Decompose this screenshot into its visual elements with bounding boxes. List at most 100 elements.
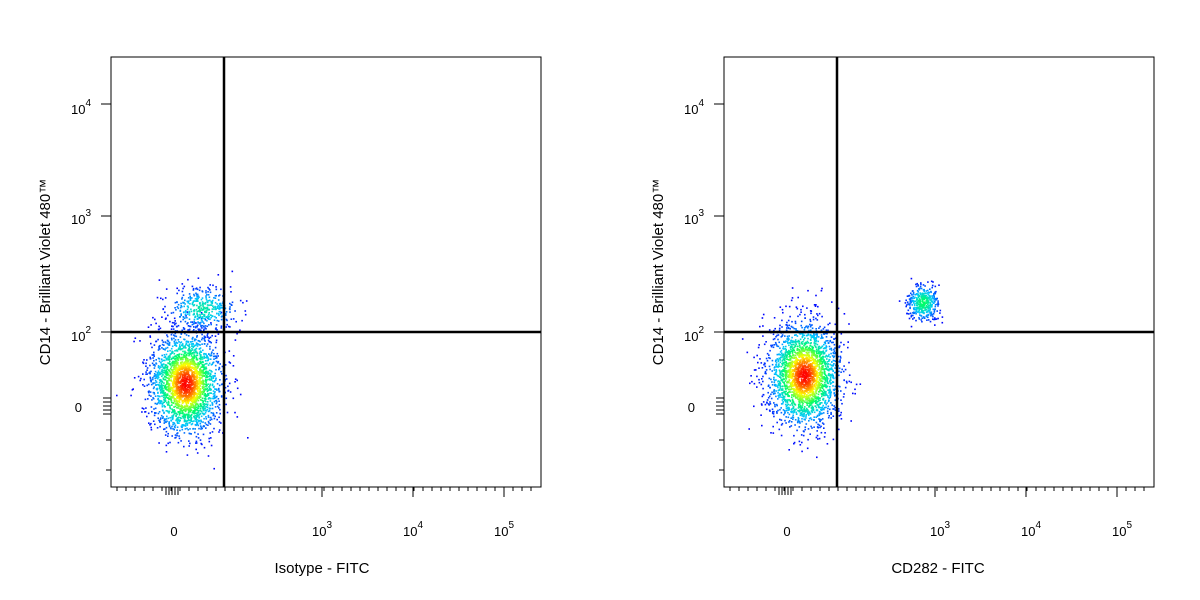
event-dot	[176, 385, 178, 388]
event-dot	[840, 333, 843, 335]
event-dot	[155, 412, 157, 414]
event-dot	[175, 369, 177, 372]
event-dot	[159, 344, 161, 347]
event-dot	[190, 359, 193, 361]
event-dot	[818, 351, 820, 354]
event-dot	[203, 329, 205, 332]
event-dot	[932, 281, 934, 283]
event-dot	[799, 313, 801, 316]
event-dot	[183, 392, 185, 395]
event-dot	[174, 373, 177, 376]
event-dot	[753, 382, 756, 385]
event-dot	[206, 336, 209, 338]
event-dot	[212, 395, 215, 398]
event-dot	[204, 393, 206, 395]
event-dot	[189, 366, 191, 369]
event-dot	[821, 390, 824, 393]
event-dot	[201, 316, 204, 318]
event-dot	[816, 409, 818, 411]
event-dot	[183, 418, 186, 420]
event-dot	[197, 376, 199, 379]
event-dot	[807, 438, 809, 441]
event-dot	[195, 435, 198, 438]
event-dot	[205, 316, 208, 318]
event-dot	[207, 424, 209, 426]
event-dot	[174, 424, 177, 427]
event-dot	[176, 406, 178, 409]
event-dot	[161, 417, 164, 419]
event-dot	[934, 291, 936, 294]
event-dot	[912, 290, 914, 292]
event-dot	[204, 336, 207, 338]
event-dot	[188, 328, 191, 331]
event-dot	[824, 342, 827, 345]
event-dot	[199, 390, 202, 392]
event-dot	[924, 285, 926, 287]
event-dot	[191, 397, 194, 400]
event-dot	[153, 386, 155, 388]
event-dot	[780, 396, 782, 398]
event-dot	[795, 408, 797, 411]
event-dot	[783, 348, 785, 350]
event-dot	[158, 442, 160, 444]
event-dot	[937, 305, 939, 307]
event-dot	[197, 321, 199, 323]
event-dot	[176, 389, 178, 392]
event-dot	[827, 340, 829, 342]
event-dot	[184, 347, 187, 349]
event-dot	[205, 372, 207, 375]
event-dot	[177, 411, 180, 413]
event-dot	[776, 410, 778, 413]
event-dot	[196, 352, 199, 354]
event-dot	[818, 356, 821, 358]
event-dot	[194, 415, 197, 417]
event-dot	[785, 340, 787, 342]
event-dot	[166, 342, 169, 345]
event-dot	[175, 384, 178, 387]
event-dot	[925, 306, 927, 309]
event-dot	[172, 392, 174, 395]
event-dot	[176, 350, 179, 352]
event-dot	[170, 358, 173, 361]
event-dot	[819, 420, 821, 422]
event-dot	[779, 385, 782, 388]
event-dot	[176, 403, 179, 406]
x-tick-label-0: 0	[170, 524, 177, 539]
event-dot	[838, 410, 840, 412]
event-dot	[821, 365, 823, 368]
event-dot	[930, 304, 933, 307]
event-dot	[161, 343, 164, 346]
event-dot	[806, 447, 809, 450]
event-dot	[198, 352, 201, 355]
event-dot	[783, 361, 785, 364]
event-dot	[165, 358, 168, 361]
event-dot	[189, 369, 192, 371]
event-dot	[161, 384, 163, 387]
event-dot	[217, 398, 220, 400]
event-dot	[772, 338, 775, 341]
event-dot	[162, 396, 165, 399]
event-dot	[173, 361, 175, 364]
event-dot	[816, 313, 818, 315]
event-dot	[927, 319, 930, 321]
event-dot	[181, 400, 183, 402]
event-dot	[204, 318, 207, 321]
event-dot	[206, 354, 208, 357]
event-dot	[216, 329, 218, 331]
event-dot	[789, 357, 792, 360]
event-dot	[833, 350, 836, 352]
event-dot	[925, 297, 927, 299]
event-dot	[794, 320, 797, 323]
event-dot	[151, 362, 154, 365]
event-dot	[181, 428, 184, 431]
event-dot	[214, 388, 216, 390]
event-dot	[807, 337, 809, 340]
event-dot	[180, 405, 182, 408]
event-dot	[149, 335, 151, 337]
event-dot	[195, 297, 197, 300]
event-dot	[915, 312, 917, 315]
event-dot	[922, 301, 925, 304]
event-dot	[165, 444, 168, 447]
event-dot	[815, 340, 817, 343]
event-dot	[802, 430, 805, 432]
